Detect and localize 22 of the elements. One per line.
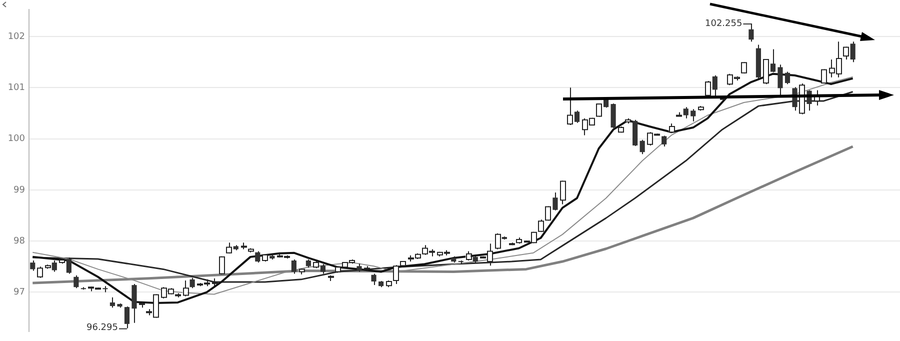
candlestick [124,306,130,329]
candlestick [74,274,79,289]
y-tick-label: 102 [8,32,25,42]
candlestick [690,108,696,122]
candlestick [640,139,645,155]
candlestick [371,273,376,286]
annotation: 102.255 [704,18,742,29]
candlestick [778,64,783,98]
candlestick [30,260,36,272]
candlestick [662,135,667,147]
candlestick [610,103,616,129]
candlestick [291,258,296,274]
y-tick-label: 99 [14,185,26,196]
candlestick [784,71,790,85]
candlestick [255,250,260,264]
candlestick [132,284,137,324]
annotation: 96.295 [86,323,118,334]
y-tick-label: 100 [8,134,26,144]
y-tick-label: 97 [14,288,25,298]
y-tick-label: 98 [14,236,26,246]
y-tick-label: 101 [8,82,25,93]
candlestick [110,296,116,308]
